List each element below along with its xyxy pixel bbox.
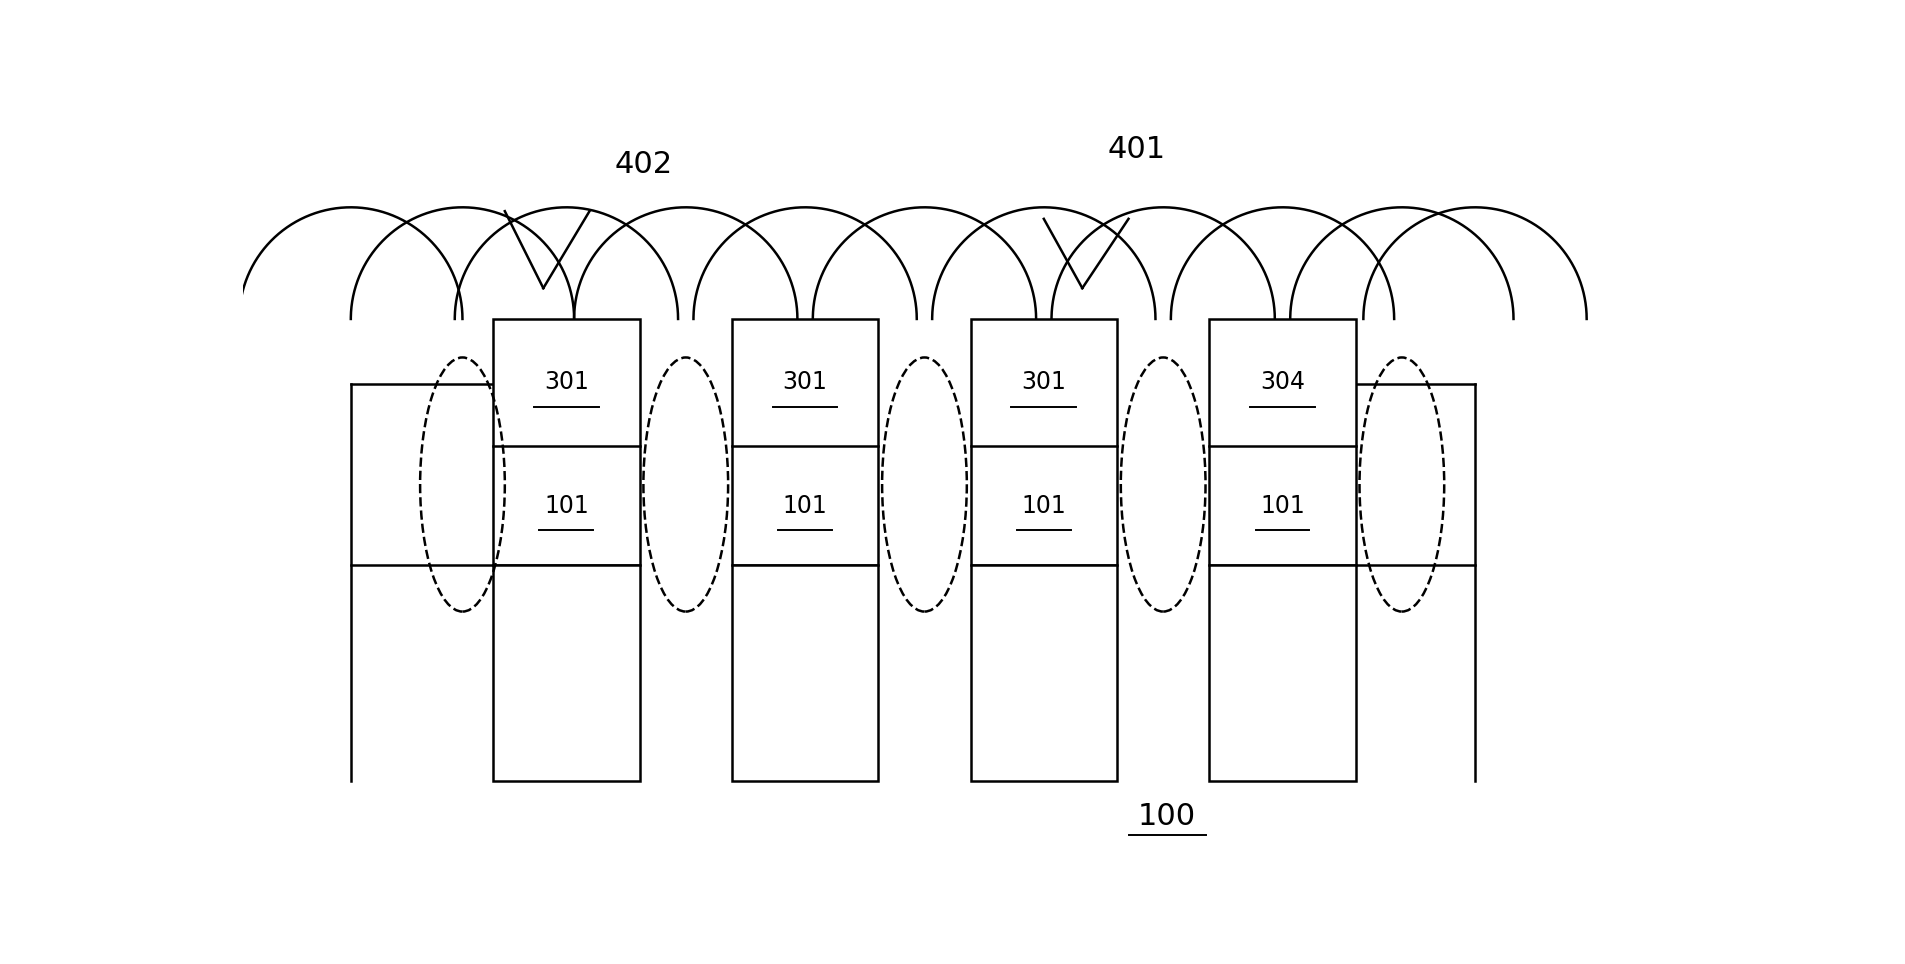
- Text: 402: 402: [613, 150, 672, 179]
- Bar: [1210, 319, 1354, 565]
- Bar: [970, 319, 1116, 565]
- Text: 100: 100: [1137, 802, 1196, 831]
- Bar: [732, 319, 878, 565]
- Text: 301: 301: [1021, 370, 1065, 394]
- Bar: [1210, 565, 1354, 781]
- Bar: [493, 565, 640, 781]
- Text: 101: 101: [783, 494, 827, 518]
- Text: 101: 101: [1021, 494, 1065, 518]
- Bar: [732, 565, 878, 781]
- Text: 101: 101: [543, 494, 589, 518]
- Bar: [970, 565, 1116, 781]
- Text: 401: 401: [1107, 135, 1164, 164]
- Text: 301: 301: [783, 370, 827, 394]
- Text: 304: 304: [1259, 370, 1305, 394]
- Bar: [493, 319, 640, 565]
- Text: 301: 301: [543, 370, 589, 394]
- Text: 101: 101: [1259, 494, 1305, 518]
